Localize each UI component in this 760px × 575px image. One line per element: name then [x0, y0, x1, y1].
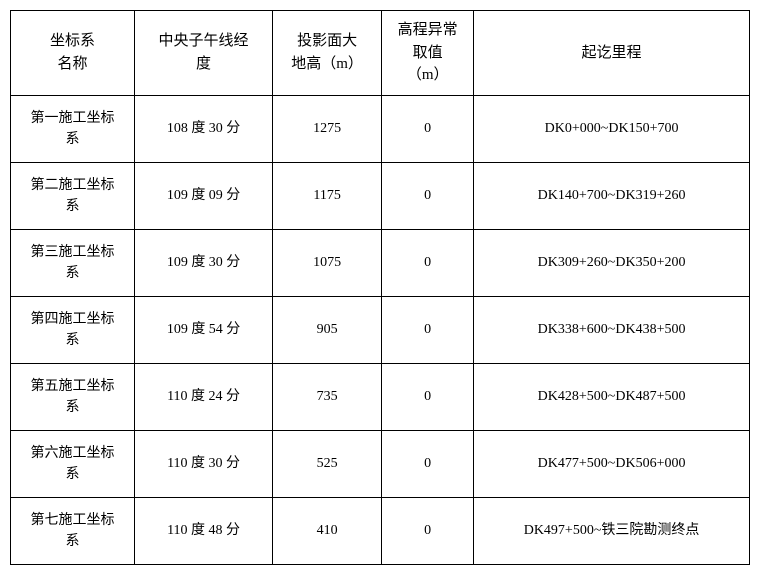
table-row: 第五施工坐标系 110 度 24 分 735 0 DK428+500~DK487… — [11, 363, 750, 430]
cell-range: DK0+000~DK150+700 — [474, 95, 750, 162]
cell-anomaly: 0 — [382, 95, 474, 162]
header-anomaly: 高程异常取值（m） — [382, 11, 474, 96]
cell-height: 1075 — [273, 229, 382, 296]
cell-height: 1175 — [273, 162, 382, 229]
table-row: 第二施工坐标系 109 度 09 分 1175 0 DK140+700~DK31… — [11, 162, 750, 229]
cell-height: 735 — [273, 363, 382, 430]
cell-meridian: 109 度 09 分 — [135, 162, 273, 229]
table-row: 第六施工坐标系 110 度 30 分 525 0 DK477+500~DK506… — [11, 430, 750, 497]
header-range: 起讫里程 — [474, 11, 750, 96]
cell-name: 第三施工坐标系 — [11, 229, 135, 296]
table-row: 第四施工坐标系 109 度 54 分 905 0 DK338+600~DK438… — [11, 296, 750, 363]
cell-meridian: 108 度 30 分 — [135, 95, 273, 162]
cell-anomaly: 0 — [382, 229, 474, 296]
cell-name: 第六施工坐标系 — [11, 430, 135, 497]
cell-height: 525 — [273, 430, 382, 497]
cell-height: 1275 — [273, 95, 382, 162]
cell-anomaly: 0 — [382, 363, 474, 430]
cell-name: 第四施工坐标系 — [11, 296, 135, 363]
cell-name: 第一施工坐标系 — [11, 95, 135, 162]
cell-height: 410 — [273, 497, 382, 564]
header-height: 投影面大地高（m） — [273, 11, 382, 96]
header-meridian: 中央子午线经度 — [135, 11, 273, 96]
cell-name: 第五施工坐标系 — [11, 363, 135, 430]
coordinate-systems-table: 坐标系名称 中央子午线经度 投影面大地高（m） 高程异常取值（m） 起讫里程 第… — [10, 10, 750, 565]
cell-range: DK338+600~DK438+500 — [474, 296, 750, 363]
table-row: 第七施工坐标系 110 度 48 分 410 0 DK497+500~铁三院勘测… — [11, 497, 750, 564]
cell-name: 第七施工坐标系 — [11, 497, 135, 564]
table-row: 第一施工坐标系 108 度 30 分 1275 0 DK0+000~DK150+… — [11, 95, 750, 162]
cell-anomaly: 0 — [382, 497, 474, 564]
cell-range: DK428+500~DK487+500 — [474, 363, 750, 430]
cell-range: DK140+700~DK319+260 — [474, 162, 750, 229]
cell-range: DK497+500~铁三院勘测终点 — [474, 497, 750, 564]
cell-name: 第二施工坐标系 — [11, 162, 135, 229]
table-body: 第一施工坐标系 108 度 30 分 1275 0 DK0+000~DK150+… — [11, 95, 750, 564]
cell-anomaly: 0 — [382, 430, 474, 497]
cell-range: DK477+500~DK506+000 — [474, 430, 750, 497]
cell-anomaly: 0 — [382, 162, 474, 229]
cell-meridian: 110 度 24 分 — [135, 363, 273, 430]
cell-meridian: 109 度 54 分 — [135, 296, 273, 363]
table-row: 第三施工坐标系 109 度 30 分 1075 0 DK309+260~DK35… — [11, 229, 750, 296]
cell-meridian: 109 度 30 分 — [135, 229, 273, 296]
table-header: 坐标系名称 中央子午线经度 投影面大地高（m） 高程异常取值（m） 起讫里程 — [11, 11, 750, 96]
cell-anomaly: 0 — [382, 296, 474, 363]
header-name: 坐标系名称 — [11, 11, 135, 96]
cell-meridian: 110 度 48 分 — [135, 497, 273, 564]
cell-range: DK309+260~DK350+200 — [474, 229, 750, 296]
cell-height: 905 — [273, 296, 382, 363]
header-row: 坐标系名称 中央子午线经度 投影面大地高（m） 高程异常取值（m） 起讫里程 — [11, 11, 750, 96]
cell-meridian: 110 度 30 分 — [135, 430, 273, 497]
